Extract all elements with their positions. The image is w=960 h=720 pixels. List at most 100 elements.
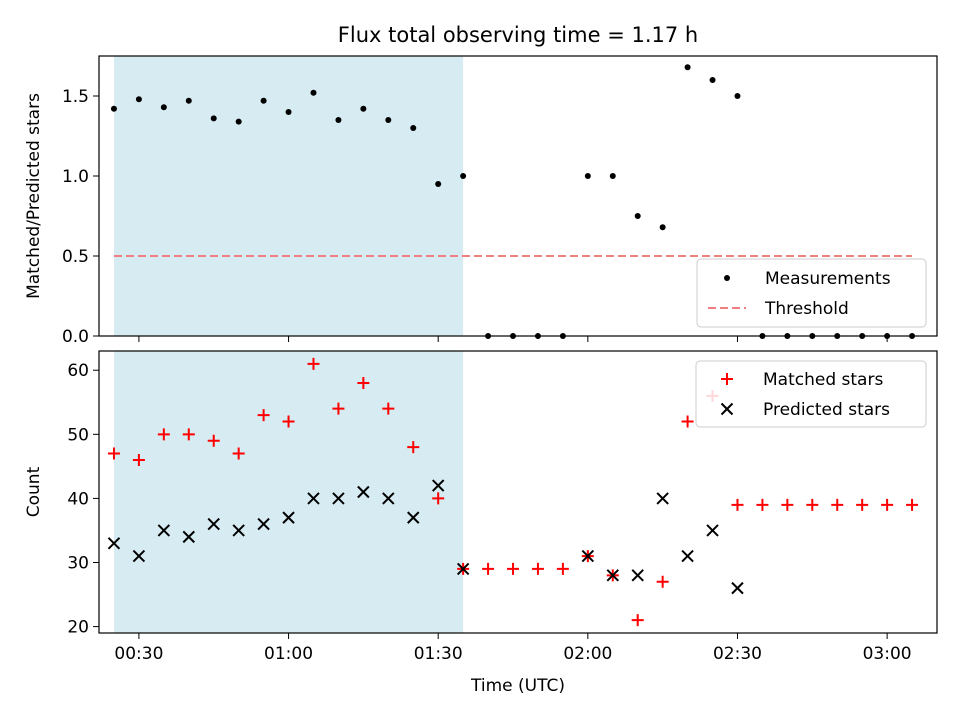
- x-tick-label: 01:00: [264, 644, 313, 664]
- matched-point: [781, 498, 794, 511]
- measurement-point: [634, 213, 641, 219]
- matched-point: [432, 492, 445, 505]
- legend-label-measurements: Measurements: [765, 269, 891, 289]
- x-tick-label: 03:00: [863, 644, 912, 664]
- measurement-point: [435, 181, 442, 187]
- predicted-point: [606, 569, 619, 582]
- x-tick-label: 02:30: [713, 644, 762, 664]
- measurement-point: [310, 89, 317, 96]
- measurement-point: [709, 77, 716, 83]
- predicted-point: [182, 530, 195, 544]
- predicted-point: [332, 492, 345, 505]
- measurement-point: [460, 173, 467, 179]
- measurement-point: [584, 173, 591, 179]
- measurement-point: [160, 104, 167, 111]
- matched-point: [806, 498, 819, 511]
- predicted-point: [731, 581, 744, 595]
- matched-point: [856, 498, 869, 511]
- y-tick-label: 50: [67, 425, 89, 445]
- matched-point: [507, 562, 520, 575]
- predicted-point: [456, 562, 470, 576]
- predicted-point: [357, 485, 370, 499]
- matched-point: [307, 357, 320, 370]
- matched-point: [257, 409, 270, 422]
- matched-point: [531, 562, 544, 575]
- y-tick-label: 30: [67, 554, 89, 574]
- measurement-point: [185, 97, 192, 104]
- measurement-point: [285, 109, 292, 115]
- legend-marker-matched: [721, 373, 733, 385]
- chart-title: Flux total observing time = 1.17 h: [338, 23, 698, 47]
- matched-point: [656, 575, 669, 588]
- legend-label-matched: Matched stars: [763, 370, 883, 390]
- measurement-point: [260, 97, 267, 104]
- ratio-panel: 0.0 0.5 1.0 1.5 Flux total observing time = …: [24, 23, 938, 347]
- x-tick-label: 00:30: [114, 644, 163, 664]
- count-panel: 20 30 40 50 60 00:30 01:00 01:30 02:00 02:30 03:00…: [24, 350, 938, 696]
- measurement-point: [210, 115, 217, 122]
- matched-point: [756, 498, 769, 511]
- measurement-point: [110, 105, 117, 112]
- observing-interval-band: [113, 351, 464, 633]
- matched-point: [556, 562, 569, 575]
- matched-point: [631, 614, 644, 627]
- y-tick-label: 0.0: [62, 327, 89, 347]
- legend: Measurements Threshold: [696, 258, 927, 328]
- y-tick-label: 1.5: [62, 87, 89, 107]
- matched-point: [731, 498, 744, 511]
- matched-point: [382, 402, 395, 415]
- measurement-point: [235, 118, 242, 125]
- matched-point: [232, 447, 245, 460]
- observing-interval-band: [113, 56, 464, 336]
- predicted-point: [107, 537, 121, 550]
- y-tick-label: 0.5: [62, 247, 89, 267]
- measurement-point: [609, 173, 616, 179]
- matched-point: [906, 498, 919, 511]
- matched-point: [332, 402, 345, 415]
- legend-box: [695, 360, 927, 428]
- y-axis-label: Matched/Predicted stars: [24, 93, 44, 299]
- matched-point: [282, 415, 295, 428]
- y-tick-label: 40: [67, 489, 89, 509]
- predicted-point: [132, 549, 146, 563]
- predicted-stars-series: [107, 479, 744, 595]
- predicted-point: [257, 517, 270, 531]
- y-tick-label: 1.0: [62, 167, 89, 187]
- measurement-point: [734, 93, 741, 99]
- matched-point: [881, 498, 894, 511]
- y-tick-label: 60: [67, 361, 89, 381]
- predicted-point: [382, 492, 395, 505]
- legend-label-predicted: Predicted stars: [763, 400, 890, 420]
- predicted-point: [581, 549, 595, 563]
- legend-marker-predicted: [720, 402, 734, 416]
- matched-point: [207, 434, 220, 447]
- matched-point: [107, 447, 120, 460]
- predicted-point: [307, 492, 320, 505]
- measurement-point: [684, 64, 691, 71]
- measurement-point: [410, 125, 417, 131]
- measurements-series: [110, 64, 916, 339]
- x-axis-label: Time (UTC): [470, 676, 565, 696]
- measurement-point: [335, 117, 342, 123]
- legend-box: [696, 258, 927, 328]
- predicted-point: [207, 517, 220, 531]
- predicted-point: [706, 524, 719, 537]
- matched-point: [132, 453, 145, 466]
- matched-point: [681, 415, 694, 428]
- predicted-point: [232, 524, 245, 537]
- measurement-point: [360, 105, 367, 112]
- predicted-point: [407, 511, 420, 524]
- y-tick-label: 20: [67, 618, 89, 638]
- predicted-point: [656, 492, 669, 505]
- measurement-point: [135, 96, 142, 103]
- measurement-point: [385, 117, 392, 123]
- axes-frame: [98, 350, 938, 634]
- legend: Matched stars Predicted stars: [695, 360, 927, 428]
- matched-point: [357, 377, 370, 390]
- legend-label-threshold: Threshold: [764, 299, 849, 319]
- predicted-point: [157, 524, 171, 537]
- y-axis-label: Count: [24, 466, 44, 517]
- predicted-point: [631, 569, 644, 582]
